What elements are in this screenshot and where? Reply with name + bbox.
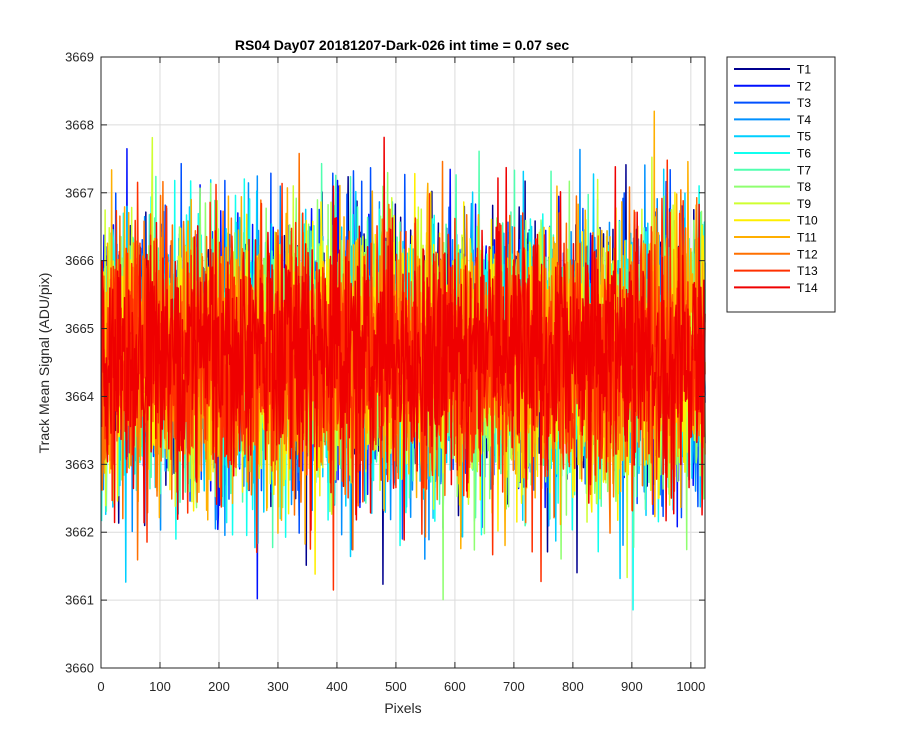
y-tick-label: 3660 (65, 661, 94, 676)
legend-item-t2[interactable]: T2 (734, 79, 811, 93)
y-axis: 3660 3661 3662 3663 3664 3665 3666 3667 3668 3669 (65, 50, 705, 676)
legend-item-t13[interactable]: T13 (734, 264, 818, 278)
legend-item-t9[interactable]: T9 (734, 197, 811, 211)
series-line-t14 (100, 136, 706, 541)
y-axis-label: Track Mean Signal (ADU/pix) (36, 273, 52, 454)
legend-item-t8[interactable]: T8 (734, 180, 811, 194)
x-tick-label: 0 (97, 679, 104, 694)
legend-label: T13 (797, 264, 818, 278)
y-tick-label: 3663 (65, 457, 94, 472)
legend[interactable]: T1 T2 T3 T4 T5 T6 T7 T8 T9 T10 T11 T12 T13 T14 (726, 56, 836, 313)
x-tick-label: 200 (208, 679, 230, 694)
y-tick-label: 3661 (65, 593, 94, 608)
plot-area (100, 110, 706, 611)
legend-item-t1[interactable]: T1 (734, 63, 811, 77)
y-tick-label: 3668 (65, 117, 94, 132)
y-tick-label: 3667 (65, 185, 94, 200)
x-tick-label: 100 (149, 679, 171, 694)
x-tick-label: 300 (267, 679, 289, 694)
legend-box (726, 56, 836, 313)
legend-item-t11[interactable]: T11 (734, 231, 817, 245)
legend-item-t12[interactable]: T12 (734, 247, 818, 261)
legend-item-t14[interactable]: T14 (734, 281, 818, 295)
axes-frame (100, 56, 706, 669)
legend-label: T3 (797, 96, 811, 110)
legend-item-t4[interactable]: T4 (734, 113, 811, 127)
legend-label: T2 (797, 79, 811, 93)
y-tick-label: 3662 (65, 525, 94, 540)
x-tick-label: 1000 (676, 679, 705, 694)
legend-label: T9 (797, 197, 811, 211)
x-axis-label: Pixels (384, 700, 421, 716)
legend-item-t6[interactable]: T6 (734, 147, 811, 161)
x-tick-label: 600 (444, 679, 466, 694)
legend-label: T12 (797, 247, 818, 261)
y-tick-label: 3669 (65, 50, 94, 65)
legend-item-t10[interactable]: T10 (734, 214, 818, 228)
legend-label: T6 (797, 147, 811, 161)
legend-item-t3[interactable]: T3 (734, 96, 811, 110)
x-tick-label: 500 (385, 679, 407, 694)
legend-label: T11 (797, 231, 817, 245)
legend-label: T5 (797, 130, 811, 144)
x-axis: 0 100 200 300 400 500 600 700 800 900 1000 (97, 57, 705, 694)
x-tick-label: 400 (326, 679, 348, 694)
legend-label: T8 (797, 180, 811, 194)
legend-label: T4 (797, 113, 811, 127)
legend-item-t5[interactable]: T5 (734, 130, 811, 144)
legend-label: T1 (797, 63, 811, 77)
x-tick-label: 900 (621, 679, 643, 694)
legend-item-t7[interactable]: T7 (734, 163, 811, 177)
legend-label: T7 (797, 163, 811, 177)
y-tick-label: 3664 (65, 389, 94, 404)
y-tick-label: 3666 (65, 253, 94, 268)
chart-title: RS04 Day07 20181207-Dark-026 int time = … (235, 37, 569, 53)
legend-label: T10 (797, 214, 818, 228)
x-tick-label: 700 (503, 679, 525, 694)
x-tick-label: 800 (562, 679, 584, 694)
legend-label: T14 (797, 281, 818, 295)
y-tick-label: 3665 (65, 321, 94, 336)
